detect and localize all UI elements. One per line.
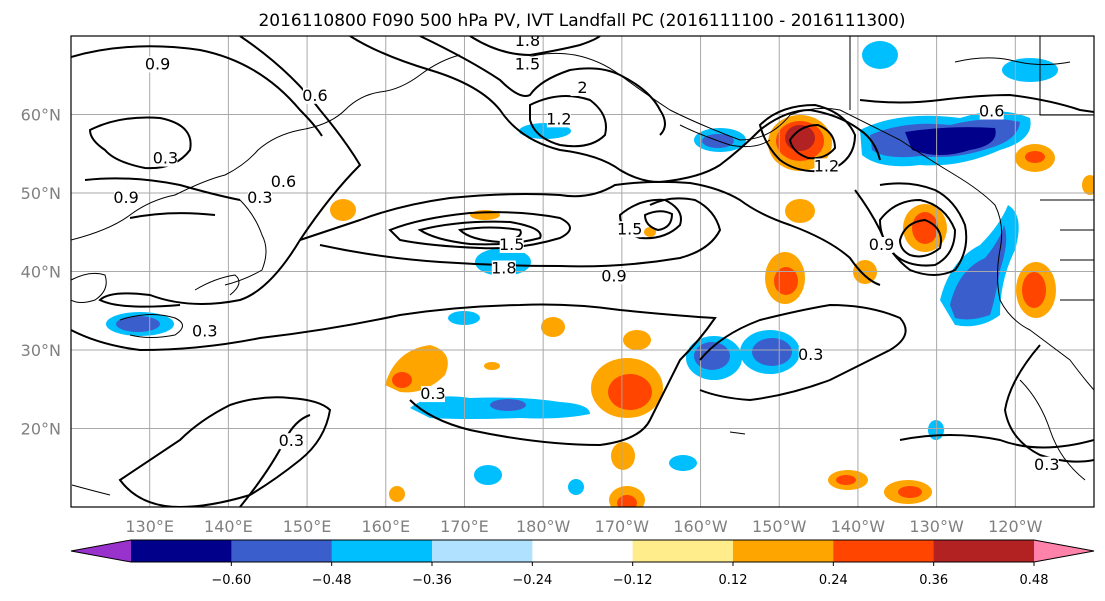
colorbar-tick-label: 0.48: [1020, 573, 1049, 588]
coastlines: [71, 36, 1094, 496]
contour-label-bg: [869, 236, 894, 253]
colorbar-segment: [532, 540, 634, 562]
contour-label-bg: [420, 386, 445, 403]
contour-label-bg: [601, 268, 626, 285]
contour-label-bg: [570, 79, 595, 96]
colorbar-outline: [70, 539, 1095, 563]
contour-label: 0.9: [145, 54, 170, 73]
contour-label-bg: [114, 189, 139, 206]
lat-tick-label: 60°N: [21, 106, 61, 125]
contour-label: 0.3: [192, 321, 217, 340]
lon-tick-label: 120°W: [988, 517, 1043, 536]
contour-label-bg: [515, 56, 540, 73]
contour-label-bg: [1034, 456, 1059, 473]
contour-label-bg: [979, 103, 1004, 120]
colorbar-segment: [733, 540, 834, 562]
map-panel: 0.90.60.30.90.60.31.81.51.221.51.51.8 0.9…: [71, 31, 1094, 507]
contour-label: 0.6: [979, 102, 1004, 121]
contour-label: 0.3: [1034, 455, 1059, 474]
colorbar: −0.60 −0.48 −0.36 −0.24 −0.12 0.12 0.24 0.36 0.4…: [70, 539, 1095, 588]
contour-label: 1.5: [499, 235, 524, 254]
contour-label: 0.9: [113, 188, 138, 207]
colorbar-tick-label: 0.24: [819, 573, 848, 588]
contour-label: 0.3: [420, 384, 445, 403]
colorbar-tick-label: −0.12: [613, 573, 653, 588]
contour-label-bg: [279, 433, 304, 450]
lon-tick-label: 170°E: [440, 517, 489, 536]
lat-tick-label: 30°N: [21, 341, 61, 360]
contour-label-bg: [546, 111, 571, 128]
colorbar-segment: [833, 540, 935, 562]
lon-tick-label: 150°W: [752, 517, 807, 536]
contour-label-bg: [192, 323, 217, 340]
contour-label: 1.5: [515, 54, 540, 73]
lon-tick-label: 150°E: [283, 517, 332, 536]
contour-label-bg: [814, 158, 839, 175]
lat-tick-label: 40°N: [21, 263, 61, 282]
colorbar-tick-label: −0.60: [211, 573, 251, 588]
contour-labels: 0.90.60.30.90.60.31.81.51.221.51.51.8 0.9…: [113, 31, 1060, 474]
figure-title: 2016110800 F090 500 hPa PV, IVT Landfall…: [258, 11, 905, 31]
contour-label: 1.5: [617, 219, 642, 238]
lat-tick-label: 50°N: [21, 184, 61, 203]
contour-label: 1.8: [515, 31, 540, 50]
lat-tick-label: 20°N: [21, 420, 61, 439]
contour-label-bg: [302, 87, 327, 104]
colorbar-segment: [131, 540, 232, 562]
colorbar-segment: [231, 540, 333, 562]
colorbar-extend-min: [71, 540, 131, 562]
colorbar-tick-label: 0.12: [719, 573, 748, 588]
contour-label: 0.9: [869, 235, 894, 254]
contour-label-bg: [145, 56, 170, 73]
colorbar-tick-label: −0.36: [412, 573, 452, 588]
lon-tick-label: 130°E: [125, 517, 174, 536]
contour-label: 0.3: [153, 149, 178, 168]
contour-label: 0.3: [247, 188, 272, 207]
colorbar-segment: [933, 540, 1035, 562]
lon-tick-label: 160°E: [361, 517, 410, 536]
contour-label: 0.3: [798, 345, 823, 364]
lon-tick-label: 140°E: [204, 517, 253, 536]
longitude-axis: 130°E 140°E 150°E 160°E 170°E 180°W 170°W 160°W…: [125, 517, 1042, 536]
colorbar-tick-label: −0.24: [512, 573, 552, 588]
contour-label-bg: [515, 36, 540, 49]
latitude-axis: 20°N 30°N 40°N 50°N 60°N: [21, 106, 61, 439]
pv-shading: [106, 41, 1094, 507]
colorbar-segment: [632, 540, 734, 562]
lon-tick-label: 160°W: [673, 517, 728, 536]
contour-label-bg: [491, 260, 516, 277]
colorbar-segment: [331, 540, 433, 562]
map-frame: [70, 35, 1095, 508]
contour-label: 0.9: [601, 266, 626, 285]
contour-label: 0.6: [271, 172, 296, 191]
contour-label-bg: [247, 189, 272, 206]
contour-label: 0.3: [279, 431, 304, 450]
contour-label: 1.2: [814, 156, 839, 175]
contour-label: 0.6: [302, 86, 327, 105]
contour-label-bg: [499, 236, 524, 253]
colorbar-segment: [432, 540, 533, 562]
colorbar-tick-label: 0.36: [919, 573, 948, 588]
colorbar-tick-label: −0.48: [312, 573, 352, 588]
colorbar-extend-max: [1034, 540, 1094, 562]
contour-label: 1.8: [491, 259, 516, 278]
contour-label: 2: [577, 78, 587, 97]
lon-tick-label: 130°W: [909, 517, 964, 536]
contour-label-bg: [153, 150, 178, 167]
lon-tick-label: 140°W: [831, 517, 886, 536]
lon-tick-label: 180°W: [516, 517, 571, 536]
contour-label-bg: [617, 221, 642, 238]
graticule: [71, 36, 1094, 507]
contour-label-bg: [798, 346, 823, 363]
contour-label-bg: [271, 174, 296, 191]
contour-label: 1.2: [546, 109, 571, 128]
lon-tick-label: 170°W: [595, 517, 650, 536]
